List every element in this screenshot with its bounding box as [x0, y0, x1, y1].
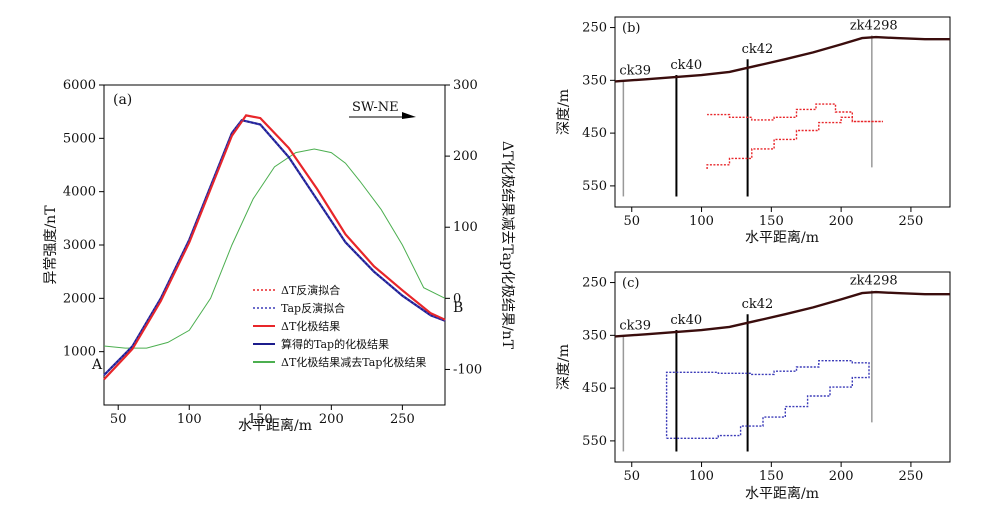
panel-a: 50 100 150 200 250 100020003000400050006000 …: [43, 78, 515, 434]
y2-ticks-a: -100 0 100 200 300: [445, 78, 482, 377]
y-tick-label: 550: [582, 179, 607, 194]
x-tick-label: 50: [623, 469, 640, 484]
borehole-label: ck39: [619, 318, 651, 333]
x-ticks-b: 50 100 150 200 250: [623, 207, 923, 229]
y2-tick-label: -100: [453, 362, 482, 377]
series-line-1: [103, 119, 446, 376]
y-tick-label: 3000: [63, 238, 96, 253]
y-axis-label-a: 异常强度/nT: [43, 205, 59, 285]
x-tick-label: 200: [319, 412, 344, 427]
y-tick-label: 250: [582, 276, 607, 291]
y2-axis-label-a: ΔT化极结果减去Tap化极结果/nT: [499, 141, 515, 350]
y-tick-label: 1000: [63, 345, 96, 360]
y-tick-label: 550: [582, 434, 607, 449]
legend-label: Tap反演拟合: [281, 301, 345, 315]
series-line-3: [103, 118, 446, 376]
y-axis-label-b: 深度/m: [556, 89, 572, 135]
panel-b-marks: ck39 ck40 ck42 zk4298: [614, 18, 950, 197]
topography-line: [614, 35, 950, 83]
panel-c: ck39 ck40 ck42 zk4298 50 100 150 200 250 250 350…: [556, 271, 951, 502]
panel-c-marks: ck39 ck40 ck42 zk4298: [614, 273, 950, 452]
x-tick-label: 150: [759, 469, 784, 484]
borehole-label: ck39: [619, 63, 651, 78]
x-tick-label: 250: [899, 214, 924, 229]
borehole-label: ck40: [670, 58, 702, 73]
x-tick-label: 100: [689, 214, 714, 229]
borehole-label: ck42: [742, 42, 774, 57]
x-tick-label: 250: [390, 412, 415, 427]
panel-b: ck39 ck40 ck42 zk4298 50 100 150 200 250 250 350…: [556, 16, 951, 246]
borehole-label: zk4298: [850, 18, 898, 33]
y-ticks-b: 250 350 450 550: [582, 21, 615, 194]
y2-tick-label: 0: [453, 291, 461, 306]
y-tick-label: 2000: [63, 291, 96, 306]
panel-label-a: (a): [113, 92, 132, 108]
x-axis-label-c: 水平距离/m: [745, 485, 819, 502]
y-tick-label: 6000: [63, 78, 96, 93]
x-tick-label: 50: [623, 214, 640, 229]
y2-tick-label: 200: [453, 149, 478, 164]
x-axis-label-a: 水平距离/m: [238, 417, 312, 434]
y-tick-label: 250: [582, 21, 607, 36]
panel-a-marks: [103, 114, 446, 381]
x-tick-label: 200: [829, 214, 854, 229]
y-tick-label: 450: [582, 126, 607, 141]
y-ticks-c: 250 350 450 550: [582, 276, 615, 449]
y-ticks-a: 1000 2000 3000 4000 5000 6000: [63, 78, 104, 360]
series-line-4: [103, 148, 446, 349]
series-line-0: [103, 114, 446, 380]
y-tick-label: 350: [582, 328, 607, 343]
y2-tick-label: 300: [453, 78, 478, 93]
anomaly-body-outline: [706, 103, 883, 169]
x-tick-label: 150: [248, 412, 273, 427]
x-ticks-c: 50 100 150 200 250: [623, 462, 923, 484]
legend-label: 算得的Tap的化极结果: [281, 337, 389, 351]
endpoint-label-a: A: [91, 357, 103, 373]
x-tick-label: 50: [110, 412, 127, 427]
panel-label-b: (b): [622, 21, 640, 36]
borehole-label: ck42: [742, 297, 774, 312]
x-tick-label: 100: [689, 469, 714, 484]
y-tick-label: 4000: [63, 185, 96, 200]
direction-arrow-icon: [402, 112, 416, 119]
direction-label: SW-NE: [352, 100, 399, 115]
y-tick-label: 350: [582, 73, 607, 88]
borehole-label: ck40: [670, 313, 702, 328]
panel-label-c: (c): [622, 276, 639, 291]
plot-frame-b: [614, 16, 951, 208]
topography-line: [614, 290, 950, 338]
x-axis-label-b: 水平距离/m: [745, 229, 819, 246]
x-tick-label: 250: [899, 469, 924, 484]
anomaly-body-outline: [665, 360, 870, 439]
x-tick-label: 100: [177, 412, 202, 427]
legend-label: ΔT反演拟合: [281, 283, 340, 297]
series-line-2: [103, 114, 446, 381]
endpoint-label-b: B: [453, 300, 463, 316]
y2-tick-label: 100: [453, 220, 478, 235]
x-tick-label: 200: [829, 469, 854, 484]
legend-label: ΔT化极结果: [281, 319, 340, 333]
legend-label: ΔT化极结果减去Tap化极结果: [281, 355, 426, 369]
y-tick-label: 450: [582, 381, 607, 396]
x-tick-label: 150: [759, 214, 784, 229]
borehole-label: zk4298: [850, 273, 898, 288]
y-axis-label-c: 深度/m: [556, 344, 572, 390]
plot-frame-c: [614, 271, 951, 463]
x-ticks-a: 50 100 150 200 250: [110, 405, 415, 427]
y-tick-label: 5000: [63, 131, 96, 146]
